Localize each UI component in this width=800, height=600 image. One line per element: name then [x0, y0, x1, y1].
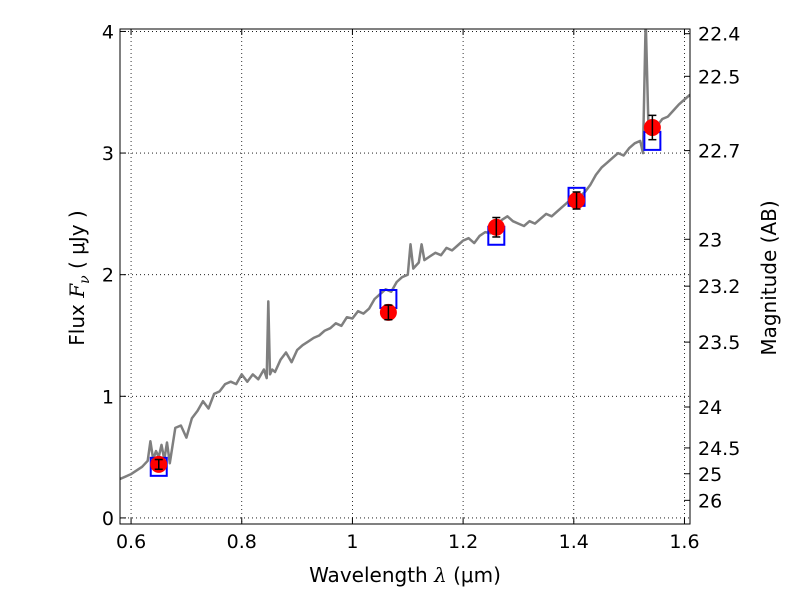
grid-lines [120, 29, 690, 524]
x-tick-label: 0.6 [116, 531, 146, 553]
y-axis-label-symbol: F [65, 283, 89, 299]
spectrum-series [120, 29, 690, 481]
photometry-series [149, 114, 662, 477]
y2-tick-label: 24.5 [698, 438, 740, 460]
y2-tick-label: 25 [698, 464, 722, 486]
y2-tick-label: 23.2 [698, 276, 740, 298]
y-axis-label-unit: ( μJy ) [65, 210, 89, 275]
y-tick-label: 4 [102, 21, 114, 43]
y2-tick-label: 24 [698, 397, 722, 419]
y-tick-label: 3 [102, 143, 114, 165]
y-tick-label: 2 [102, 265, 114, 287]
x-axis-label-unit: (μm) [447, 563, 501, 587]
x-tick-label: 0.8 [227, 531, 257, 553]
y-axis-label-subscript: ν [77, 275, 93, 284]
y-axis-label-prefix: Flux [65, 298, 89, 346]
y-tick-label: 1 [102, 386, 114, 408]
x-tick-label: 1.6 [669, 531, 699, 553]
x-tick-label: 1.2 [448, 531, 478, 553]
x-axis-label-prefix: Wavelength [309, 563, 434, 587]
x-axis-label-symbol: λ [433, 563, 447, 587]
y2-tick-label: 22.5 [698, 66, 740, 88]
y2-tick-label: 22.7 [698, 141, 740, 163]
spectrum-line [120, 29, 690, 481]
y2-tick-label: 23.5 [698, 332, 740, 354]
plot-frame [119, 28, 691, 525]
y2-tick-label: 22.4 [698, 24, 740, 46]
x-axis-label: Wavelength λ (μm) [309, 563, 501, 587]
y-axis-label: Flux Fν ( μJy ) [65, 210, 93, 345]
x-tick-label: 1.4 [559, 531, 589, 553]
y2-tick-label: 23 [698, 229, 722, 251]
y2-tick-label: 26 [698, 490, 722, 512]
y-tick-label: 0 [102, 508, 114, 530]
y2-axis-label: Magnitude (AB) [757, 200, 781, 355]
x-tick-label: 1 [346, 531, 358, 553]
